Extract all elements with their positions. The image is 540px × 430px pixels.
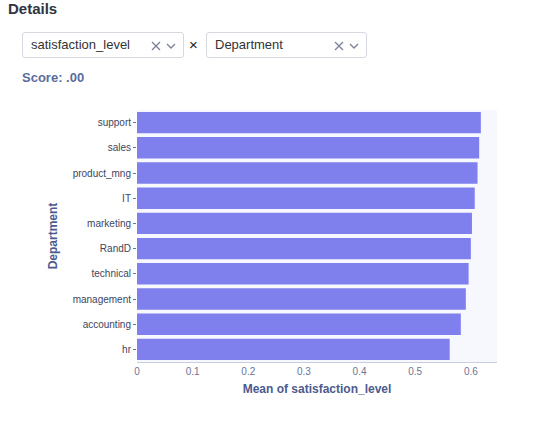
svg-text:accounting: accounting: [83, 319, 131, 330]
html-text:Details: Details: [8, 0, 58, 17]
svg-text:0.4: 0.4: [353, 366, 367, 377]
svg-text:RandD: RandD: [100, 243, 131, 254]
svg-text:management: management: [73, 294, 132, 305]
svg-text:0.6: 0.6: [464, 366, 478, 377]
html-text:Score: .00: Score: .00: [22, 70, 85, 85]
html-text:satisfaction_level: satisfaction_level: [31, 37, 130, 52]
svg-text:0: 0: [134, 366, 140, 377]
svg-text:IT: IT: [122, 193, 131, 204]
svg-text:support: support: [98, 117, 132, 128]
svg-text:Mean of satisfaction_level: Mean of satisfaction_level: [243, 382, 392, 396]
html-text:Department: Department: [215, 37, 283, 52]
svg-text:0.5: 0.5: [408, 366, 422, 377]
svg-text:0.1: 0.1: [186, 366, 200, 377]
svg-text:technical: technical: [92, 268, 131, 279]
svg-text:sales: sales: [108, 142, 131, 153]
svg-text:0.2: 0.2: [241, 366, 255, 377]
svg-text:hr: hr: [122, 344, 132, 355]
svg-text:marketing: marketing: [87, 218, 131, 229]
svg-text:product_mng: product_mng: [73, 168, 131, 179]
svg-text:0.3: 0.3: [297, 366, 311, 377]
svg-text:Department: Department: [46, 203, 60, 270]
